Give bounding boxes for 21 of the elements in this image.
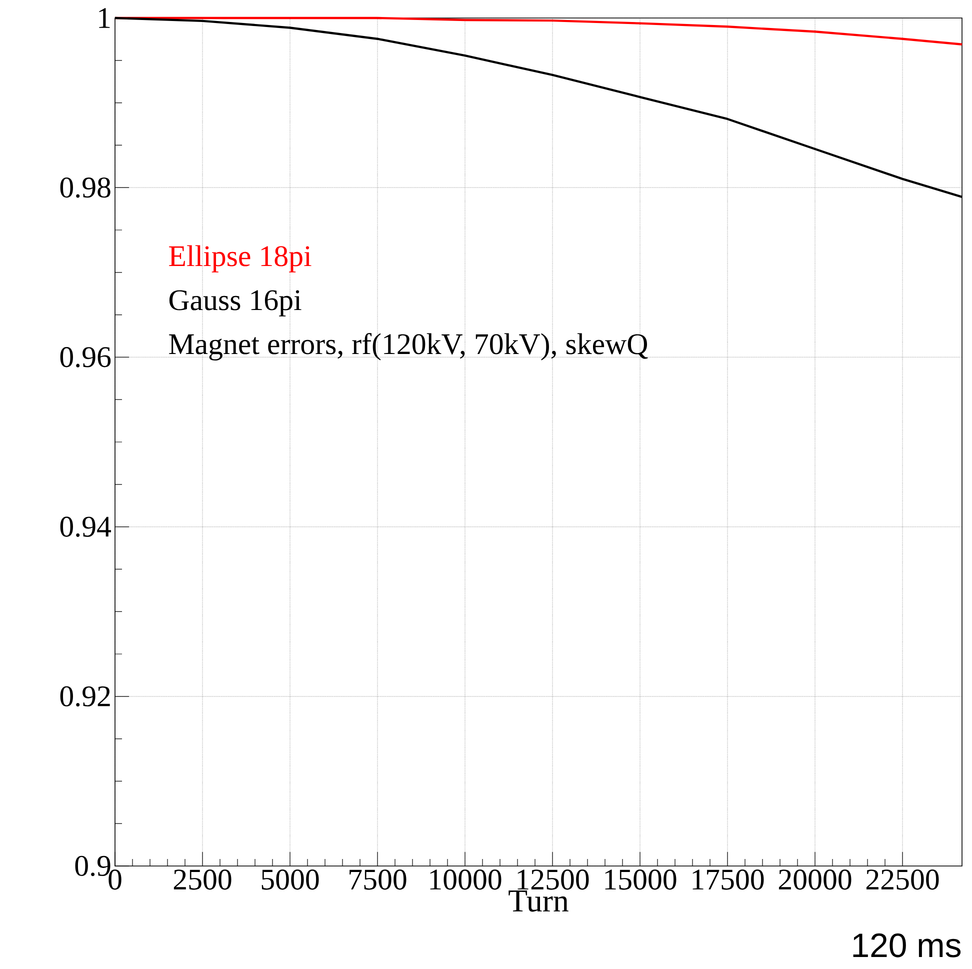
x-axis-title: Turn (508, 890, 568, 912)
x-tick-label: 10000 (430, 870, 502, 890)
x-tick-label: 15000 (605, 870, 676, 890)
annotation: Magnet errors, rf(120kV, 70kV), skewQ (169, 332, 648, 360)
text: Gauss 16pi (169, 290, 302, 316)
x-tick-label: 5000 (262, 870, 319, 890)
x-tick-label: 7500 (350, 870, 406, 890)
text: Ellipse 18pi (169, 245, 312, 272)
x-tick-label: 2500 (174, 870, 232, 890)
x-tick-label: 22500 (866, 870, 939, 890)
y-tick-label: 0.92 (60, 686, 110, 707)
y-tick-label: 0.9 (75, 856, 110, 876)
text: 120 ms (853, 933, 961, 958)
y-tick-label: 0.96 (60, 347, 111, 368)
y-tick-label: 0.94 (60, 516, 112, 537)
y-tick-label: 0.98 (60, 177, 110, 198)
x-tick-label: 12500 (518, 870, 589, 890)
y-tick-label: 1 (99, 8, 110, 28)
x-tick-label: 20000 (778, 870, 852, 890)
x-tick-label: 17500 (692, 870, 764, 890)
x-tick-label: 0 (108, 870, 122, 890)
